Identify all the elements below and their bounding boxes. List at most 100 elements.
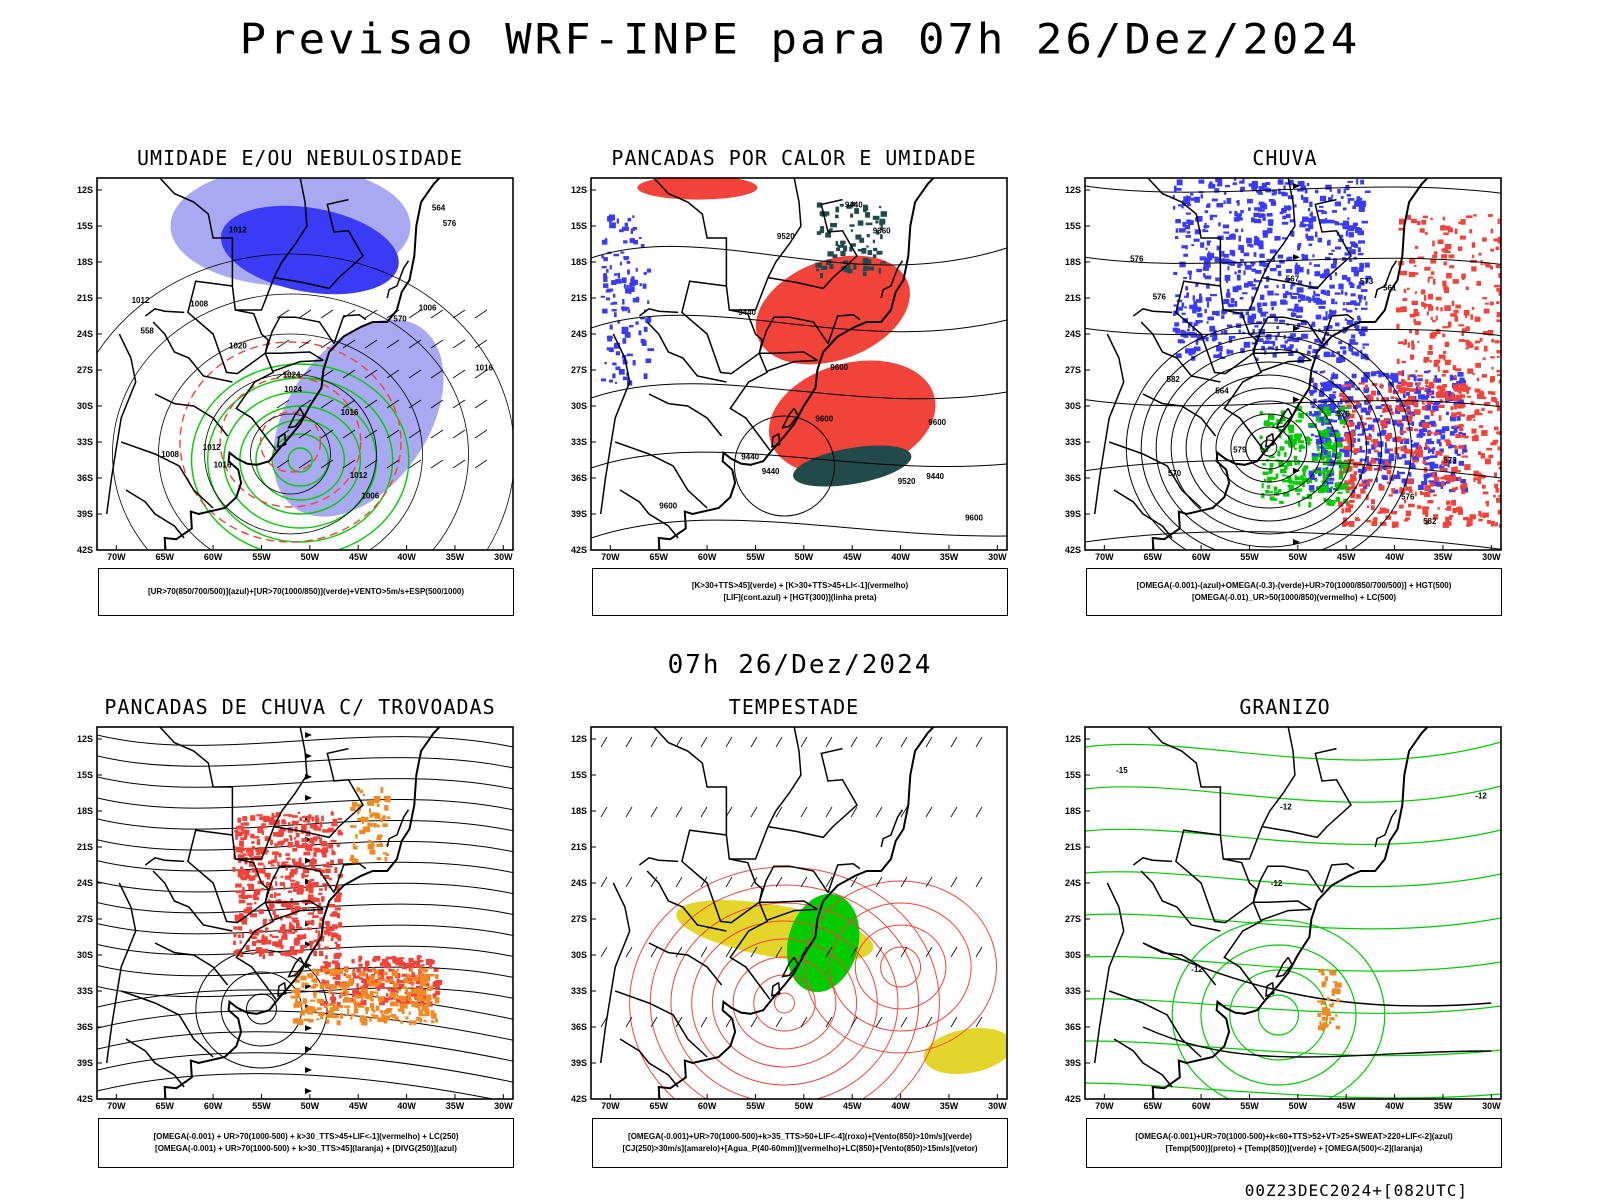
precip-omega-field <box>1290 296 1297 300</box>
precip-omega-field <box>1302 216 1309 222</box>
wind-vector <box>850 806 858 818</box>
precip-omega-field <box>1292 333 1296 337</box>
thunderstorm-field <box>238 899 242 904</box>
precip-omega-field <box>1191 244 1195 247</box>
precip-omega-field <box>1186 231 1191 234</box>
thunderstorm-field <box>241 900 246 904</box>
precip-humid-field <box>1497 446 1501 451</box>
political-border <box>120 990 214 1058</box>
instability-field <box>863 265 869 269</box>
lon-label: 65W <box>1143 552 1162 562</box>
precip-strong-field <box>1297 460 1301 465</box>
precip-omega-field <box>1326 290 1330 296</box>
precip-omega-field <box>1456 453 1461 456</box>
precip-humid-field <box>1497 405 1501 411</box>
precip-omega-field <box>1205 336 1209 342</box>
political-border <box>235 277 275 311</box>
precip-humid-field <box>1345 434 1349 440</box>
precip-omega-field <box>1287 308 1293 311</box>
instability-field <box>850 229 853 232</box>
showers-field <box>344 1005 351 1008</box>
lat-label: 15S <box>77 221 93 231</box>
precip-humid-field <box>1493 238 1500 242</box>
thunderstorm-field <box>296 926 303 929</box>
lat-label: 21S <box>571 293 587 303</box>
lif-contour <box>632 226 637 230</box>
instability-field <box>826 259 832 265</box>
precip-omega-field <box>1259 307 1263 314</box>
temp850-contour <box>1085 785 1501 803</box>
precip-omega-field <box>1329 275 1332 281</box>
thunderstorm-field <box>313 897 320 902</box>
lif-contour <box>630 286 635 292</box>
thunderstorm-field <box>276 833 283 837</box>
showers-field <box>372 1009 376 1013</box>
omega500-field <box>1335 1025 1341 1030</box>
lat-label: 18S <box>1065 257 1081 267</box>
precip-humid-field <box>1445 516 1450 523</box>
precip-omega-field <box>1425 394 1430 399</box>
thunderstorm-field <box>283 814 290 817</box>
precip-omega-field <box>1347 180 1354 183</box>
lat-label: 21S <box>571 842 587 852</box>
precip-omega-field <box>1177 204 1184 207</box>
precip-omega-field <box>1207 316 1214 321</box>
thunderstorm-field <box>245 894 253 898</box>
jet-stream-field <box>923 1027 1007 1075</box>
lif-contour <box>640 317 645 320</box>
precip-strong-field <box>1328 500 1335 506</box>
lif-contour <box>626 260 631 264</box>
precip-omega-field <box>1327 418 1333 421</box>
precip-omega-field <box>1305 233 1308 239</box>
precip-omega-field <box>1221 309 1228 314</box>
lif-contour <box>612 362 617 366</box>
precip-omega-field <box>1267 346 1274 350</box>
precip-omega-field <box>1458 431 1463 435</box>
lif-contour <box>607 335 613 342</box>
hgt300-line <box>591 383 1007 400</box>
precip-omega-field <box>1321 211 1325 215</box>
precip-omega-field <box>1332 391 1337 394</box>
precip-humid-field <box>1442 216 1445 221</box>
precip-strong-field <box>1327 440 1333 444</box>
precip-omega-field <box>1415 452 1418 457</box>
panel-4-legend-line-2: [OMEGA(-0.001) + UR>70(1000-500) + k>30_… <box>155 1144 457 1153</box>
precip-omega-field <box>1193 322 1198 326</box>
precip-omega-field <box>1439 464 1442 470</box>
thunderstorm-field <box>302 828 307 833</box>
thunderstorm-field <box>295 906 299 910</box>
panel-4-title: PANCADAS DE CHUVA C/ TROVOADAS <box>104 695 496 719</box>
precip-humid-field <box>1466 416 1472 421</box>
thunderstorm-field <box>317 908 323 915</box>
precip-humid-field <box>1370 499 1375 505</box>
precip-omega-field <box>1462 444 1467 451</box>
thunderstorm-field <box>273 914 280 919</box>
precip-humid-field <box>1440 468 1447 472</box>
precip-humid-field <box>1430 217 1433 220</box>
precip-omega-field <box>1185 348 1191 354</box>
thunderstorm-field <box>246 902 253 906</box>
showers-field <box>390 978 394 983</box>
showers-field <box>329 1007 335 1012</box>
precip-omega-field <box>1367 448 1372 454</box>
precip-omega-field <box>1411 421 1415 427</box>
precip-omega-field <box>1323 370 1326 373</box>
precip-omega-field <box>1227 266 1230 271</box>
precip-omega-field <box>1296 287 1304 293</box>
precip-humid-field <box>1441 481 1445 487</box>
precip-omega-field <box>1313 398 1317 403</box>
lon-label: 40W <box>397 552 416 562</box>
precip-omega-field <box>1210 294 1217 297</box>
showers-field <box>311 1009 317 1013</box>
showers-field <box>350 806 356 811</box>
precip-humid-field <box>1448 396 1456 400</box>
precip-omega-field <box>1359 332 1366 337</box>
precip-omega-field <box>1287 346 1292 350</box>
instability-field <box>855 234 862 240</box>
precip-humid-field <box>1494 340 1500 344</box>
lif-contour <box>619 261 622 266</box>
contour-label: 9520 <box>777 232 795 241</box>
omega500-field <box>1319 968 1324 973</box>
streamline <box>97 776 513 790</box>
precip-humid-field <box>1436 385 1444 390</box>
